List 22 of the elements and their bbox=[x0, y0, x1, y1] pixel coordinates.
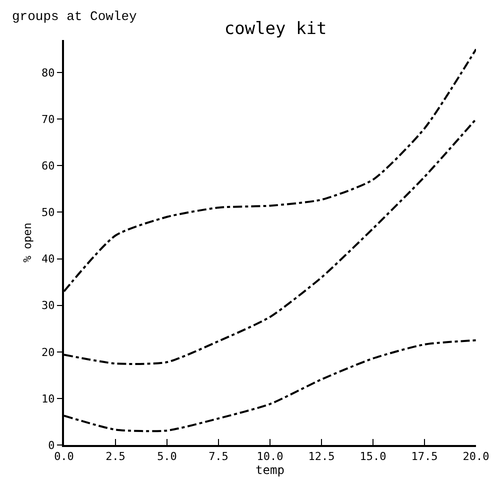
x-tick-label: 5.0 bbox=[157, 450, 177, 464]
y-tick-label: 80 bbox=[42, 66, 55, 80]
y-tick-label: 40 bbox=[42, 252, 55, 266]
x-tick-label: 17.5 bbox=[411, 450, 438, 464]
y-tick-label: 10 bbox=[42, 392, 55, 406]
chart-title: cowley kit bbox=[224, 18, 327, 39]
y-tick-label: 60 bbox=[42, 160, 55, 173]
y-axis-title: % open bbox=[21, 222, 34, 262]
x-tick-label: 12.5 bbox=[308, 450, 335, 464]
y-tick-label: 70 bbox=[42, 112, 55, 126]
y-tick-label: 30 bbox=[42, 299, 55, 312]
x-tick-label: 15.0 bbox=[360, 450, 386, 464]
y-tick-label: 50 bbox=[42, 206, 55, 220]
x-tick-label: 2.5 bbox=[106, 450, 126, 464]
x-tick-label: 20.0 bbox=[462, 450, 490, 464]
text: groups at Cowley bbox=[12, 9, 138, 24]
y-tick-label: 0 bbox=[48, 438, 55, 452]
x-tick-label: 0.0 bbox=[54, 450, 74, 464]
y-tick-label: 20 bbox=[42, 346, 55, 359]
x-axis-title: temp bbox=[256, 463, 284, 478]
x-tick-label: 10.0 bbox=[256, 450, 284, 464]
x-tick-label: 7.5 bbox=[208, 450, 228, 464]
